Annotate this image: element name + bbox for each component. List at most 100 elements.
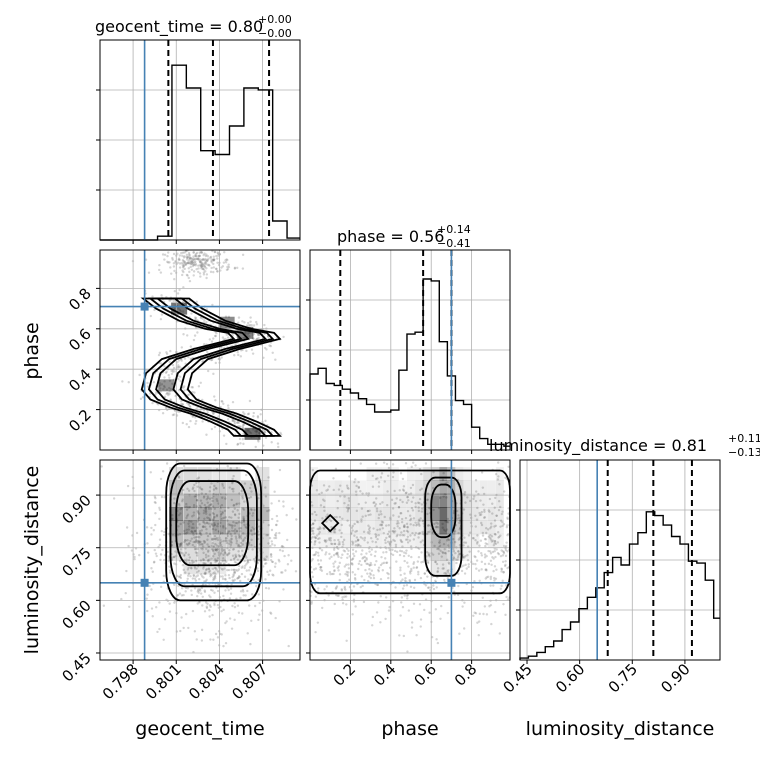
corner-luminosity_distance-vs-geocent_time-sample-point [171, 534, 175, 537]
corner-luminosity_distance-vs-geocent_time-sample-point [206, 534, 210, 538]
corner-luminosity_distance-vs-phase-sample-point [467, 565, 470, 569]
corner-luminosity_distance-vs-geocent_time-sample-point [275, 532, 278, 535]
corner-phase-vs-geocent_time-sample-point [163, 395, 167, 398]
corner-luminosity_distance-vs-phase-sample-point [412, 566, 415, 569]
corner-luminosity_distance-vs-geocent_time-sample-point [234, 555, 238, 559]
corner-phase-vs-geocent_time-sample-point [200, 267, 203, 270]
corner-phase-vs-geocent_time-sample-point [187, 355, 190, 359]
corner-luminosity_distance-vs-geocent_time-sample-point [220, 609, 223, 613]
corner-phase-vs-geocent_time-sample-point [182, 256, 186, 259]
corner-luminosity_distance-vs-geocent_time-sample-point [195, 567, 199, 570]
corner-luminosity_distance-vs-geocent_time-sample-point [138, 553, 141, 557]
corner-phase-vs-geocent_time-sample-point [233, 354, 236, 357]
corner-luminosity_distance-vs-geocent_time-sample-point [263, 562, 267, 565]
corner-luminosity_distance-vs-geocent_time-sample-point [242, 517, 245, 521]
corner-luminosity_distance-vs-phase-sample-point [479, 513, 483, 516]
title-phase-plus: +0.14 [437, 223, 471, 236]
corner-luminosity_distance-vs-geocent_time-sample-point [194, 529, 197, 533]
corner-luminosity_distance-vs-phase-density-cell [495, 480, 504, 495]
corner-luminosity_distance-vs-phase-sample-point [485, 526, 488, 530]
corner-phase-vs-geocent_time-sample-point [251, 334, 255, 337]
corner-luminosity_distance-vs-phase-sample-point [431, 553, 435, 556]
corner-luminosity_distance-vs-phase-sample-point [336, 552, 339, 556]
corner-luminosity_distance-vs-geocent_time-sample-point [236, 569, 239, 572]
corner-luminosity_distance-vs-phase-density-cell [439, 547, 448, 562]
corner-luminosity_distance-vs-phase-sample-point [311, 522, 315, 525]
corner-luminosity_distance-vs-phase-sample-point [406, 538, 409, 541]
xtick-label-luminosity_distance: 0.75 [605, 660, 641, 696]
corner-luminosity_distance-vs-phase-sample-point [409, 534, 412, 537]
xlabel-geocent_time: geocent_time [135, 718, 264, 740]
corner-luminosity_distance-vs-phase-sample-point [469, 531, 472, 534]
corner-luminosity_distance-vs-geocent_time-sample-point [162, 574, 166, 578]
corner-luminosity_distance-vs-phase-sample-point [497, 508, 501, 512]
corner-luminosity_distance-vs-phase-sample-point [346, 510, 349, 513]
corner-phase-vs-geocent_time-sample-point [192, 255, 195, 258]
corner-luminosity_distance-vs-geocent_time-density-cell [197, 467, 212, 482]
corner-phase-vs-geocent_time-sample-point [189, 357, 192, 361]
corner-luminosity_distance-vs-geocent_time-sample-point [206, 495, 209, 498]
corner-luminosity_distance-vs-geocent_time-sample-point [150, 526, 153, 530]
corner-luminosity_distance-vs-phase-sample-point [493, 539, 497, 543]
corner-phase-vs-geocent_time-sample-point [208, 338, 212, 341]
corner-phase-vs-geocent_time-sample-point [210, 358, 213, 362]
corner-luminosity_distance-vs-geocent_time-sample-point [209, 605, 212, 608]
corner-phase-vs-geocent_time-sample-point [192, 270, 196, 273]
xtick-label-phase: 0.4 [370, 660, 400, 690]
corner-phase-vs-geocent_time-sample-point [194, 254, 197, 257]
corner-luminosity_distance-vs-geocent_time-sample-point [195, 505, 198, 508]
corner-luminosity_distance-vs-phase-sample-point [463, 556, 466, 559]
corner-luminosity_distance-vs-geocent_time-sample-point [199, 540, 202, 544]
corner-phase-vs-geocent_time-grid [100, 250, 300, 450]
corner-luminosity_distance-vs-phase-density-cell [366, 467, 375, 482]
corner-luminosity_distance-vs-geocent_time-sample-point [281, 571, 284, 574]
corner-luminosity_distance-vs-geocent_time-sample-point [250, 508, 253, 512]
corner-luminosity_distance-vs-geocent_time-sample-point [198, 601, 201, 604]
corner-phase-vs-geocent_time-sample-point [210, 261, 213, 264]
corner-luminosity_distance-vs-phase-sample-point [380, 523, 384, 527]
corner-phase-vs-geocent_time-sample-point [216, 252, 220, 255]
corner-luminosity_distance-vs-phase-sample-point [489, 536, 492, 540]
corner-luminosity_distance-vs-geocent_time-sample-point [173, 555, 176, 559]
corner-luminosity_distance-vs-phase-sample-point [334, 587, 338, 590]
corner-phase-vs-geocent_time-sample-point [247, 332, 250, 335]
corner-luminosity_distance-vs-phase-sample-point [507, 532, 510, 536]
corner-luminosity_distance-vs-phase-sample-point [401, 477, 405, 481]
corner-luminosity_distance-vs-geocent_time-sample-point [208, 513, 212, 516]
corner-luminosity_distance-vs-phase-sample-point [497, 500, 501, 503]
corner-luminosity_distance-vs-phase-sample-point [343, 565, 347, 568]
corner-luminosity_distance-vs-phase-sample-point [408, 579, 411, 582]
corner-phase-vs-geocent_time-sample-point [178, 262, 182, 265]
corner-luminosity_distance-vs-geocent_time-density-cell [226, 493, 241, 508]
corner-phase-vs-geocent_time-sample-point [224, 261, 228, 264]
corner-luminosity_distance-vs-phase-sample-point [454, 552, 457, 555]
corner-phase-vs-geocent_time-sample-point [233, 422, 237, 425]
corner-luminosity_distance-vs-phase-density-cell [366, 507, 375, 522]
corner-luminosity_distance-vs-phase-sample-point [325, 520, 328, 523]
corner-luminosity_distance-vs-geocent_time-sample-point [161, 548, 164, 552]
corner-phase-vs-geocent_time-sample-point [267, 335, 270, 339]
corner-luminosity_distance-vs-geocent_time-sample-point [206, 521, 209, 525]
corner-luminosity_distance-vs-phase-sample-point [377, 481, 381, 484]
corner-luminosity_distance-vs-geocent_time-sample-point [251, 548, 254, 551]
corner-luminosity_distance-vs-phase-sample-point [322, 527, 326, 530]
corner-luminosity_distance-vs-phase-sample-point [505, 524, 509, 527]
corner-luminosity_distance-vs-phase-sample-point [485, 542, 489, 546]
corner-phase-vs-geocent_time-sample-point [181, 403, 184, 406]
corner-luminosity_distance-vs-phase-sample-point [447, 549, 450, 553]
corner-luminosity_distance-vs-phase-sample-point [400, 596, 404, 599]
corner-phase-vs-geocent_time-contour-2 [140, 297, 282, 437]
corner-phase-vs-geocent_time-sample-point [182, 333, 185, 336]
corner-luminosity_distance-vs-phase-sample-point [327, 594, 330, 597]
corner-luminosity_distance-vs-phase-sample-point [397, 506, 401, 509]
corner-luminosity_distance-vs-geocent_time-sample-point [202, 565, 205, 569]
corner-luminosity_distance-vs-geocent_time-sample-point [269, 558, 273, 562]
corner-luminosity_distance-vs-phase-sample-point [366, 509, 370, 513]
corner-luminosity_distance-vs-phase-sample-point [489, 599, 492, 602]
corner-luminosity_distance-vs-geocent_time-sample-point [146, 609, 149, 613]
corner-luminosity_distance-vs-geocent_time-sample-point [232, 558, 236, 561]
corner-luminosity_distance-vs-phase-sample-point [400, 601, 403, 604]
corner-luminosity_distance-vs-phase-sample-point [432, 587, 436, 591]
corner-phase-vs-geocent_time-sample-point [178, 288, 181, 292]
corner-luminosity_distance-vs-geocent_time-sample-point [177, 476, 181, 479]
